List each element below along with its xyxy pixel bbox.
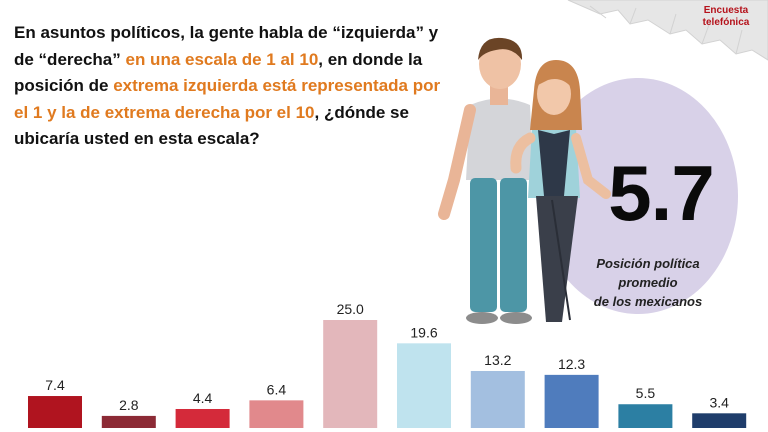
bar-10 <box>692 413 747 428</box>
bar-2 <box>101 415 156 428</box>
bar-8 <box>544 374 599 428</box>
couple-illustration <box>438 37 611 324</box>
bar-value-label: 5.5 <box>636 385 656 401</box>
bar-4 <box>249 400 304 428</box>
bar-value-label: 2.8 <box>119 397 139 413</box>
bar-7 <box>470 370 525 428</box>
bar-value-label: 3.4 <box>709 394 729 410</box>
bar-value-label: 4.4 <box>193 390 213 406</box>
bar-value-label: 12.3 <box>558 356 585 372</box>
caption-line: promedio <box>618 275 678 290</box>
bar-value-label: 6.4 <box>267 381 287 397</box>
bar-value-label: 25.0 <box>337 301 364 317</box>
bar-9 <box>618 404 673 428</box>
survey-question: En asuntos políticos, la gente habla de … <box>14 20 444 153</box>
question-text: , ¿dónde se ubicaría usted en esta escal… <box>14 102 409 149</box>
survey-type-label-line1: Encuesta <box>703 5 749 16</box>
bar-value-label: 7.4 <box>45 377 65 393</box>
bar-3 <box>175 408 230 428</box>
position-distribution-chart: 7.4 2.8 4.4 6.4 25.0 19.6 13.2 12.3 5.5 3.4 <box>28 301 747 428</box>
survey-type-label-line2: telefónica <box>702 17 750 28</box>
average-position-caption: Posición política promedio de los mexica… <box>568 254 728 311</box>
question-highlight: en una escala de 1 al 10 <box>125 49 319 69</box>
bar-value-label: 19.6 <box>410 324 437 340</box>
bar-1 <box>28 396 82 428</box>
survey-type-badge: Encuesta telefónica <box>688 5 764 29</box>
question-highlight: extrema izquierda está representada por … <box>14 76 441 122</box>
mexico-map-graphic <box>567 0 768 61</box>
caption-line: de los mexicanos <box>593 294 703 309</box>
bar-value-label: 13.2 <box>484 352 511 368</box>
average-position-value: 5.7 <box>608 149 714 237</box>
question-text: , en donde la posición de <box>14 49 423 96</box>
question-text: En asuntos políticos, la gente habla de … <box>14 23 439 69</box>
bar-6 <box>397 343 451 428</box>
caption-line: Posición política <box>596 256 700 271</box>
bar-5 <box>323 320 378 428</box>
